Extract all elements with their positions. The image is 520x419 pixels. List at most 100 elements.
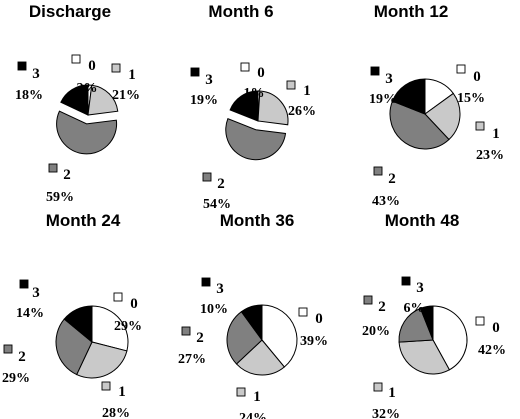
category-label: 1 — [492, 126, 500, 142]
category-label: 2 — [63, 167, 71, 183]
legend-swatch-1 — [101, 381, 111, 391]
data-label: 23% — [476, 148, 504, 163]
chart-title: Month 12 — [374, 2, 449, 21]
pie-slice-0 — [261, 304, 298, 368]
legend-swatch-2 — [181, 326, 191, 336]
category-label: 0 — [315, 311, 323, 327]
category-label: 1 — [303, 83, 311, 99]
legend-swatch-2 — [202, 172, 212, 182]
legend-swatch-3 — [19, 279, 29, 289]
chart-title: Month 24 — [46, 211, 121, 230]
data-label: 6% — [404, 301, 425, 316]
chart-title: Month 6 — [208, 2, 273, 21]
legend-swatch-0 — [298, 307, 308, 317]
legend-swatch-3 — [370, 66, 380, 76]
legend-swatch-0 — [475, 316, 485, 326]
data-label: 54% — [203, 197, 231, 212]
data-label: 15% — [457, 91, 485, 106]
pie-slice-1 — [257, 90, 289, 126]
category-label: 3 — [32, 66, 40, 82]
data-label: 59% — [46, 190, 74, 205]
data-label: 1% — [244, 86, 265, 101]
legend-swatch-0 — [240, 62, 250, 72]
data-label: 2% — [77, 81, 98, 96]
legend-swatch-3 — [17, 61, 27, 71]
legend-swatch-1 — [111, 63, 121, 73]
pie-slice-3 — [63, 305, 93, 344]
category-label: 3 — [205, 72, 213, 88]
data-label: 19% — [190, 93, 218, 108]
pie-slice-3 — [60, 84, 89, 116]
data-label: 28% — [102, 406, 130, 419]
data-label: 42% — [478, 343, 506, 358]
legend-swatch-3 — [401, 276, 411, 286]
legend-swatch-1 — [236, 387, 246, 397]
pie-slice-0 — [432, 305, 468, 371]
category-label: 2 — [378, 299, 386, 315]
category-label: 1 — [388, 385, 396, 401]
pie-slice-1 — [235, 339, 286, 376]
pie-slice-2 — [56, 110, 118, 155]
category-label: 0 — [130, 296, 138, 312]
pie-slice-1 — [424, 92, 461, 141]
legend-swatch-2 — [373, 166, 383, 176]
pie-slice-1 — [398, 339, 451, 375]
legend-swatch-0 — [71, 54, 81, 64]
data-label: 18% — [15, 88, 43, 103]
category-label: 2 — [388, 171, 396, 187]
legend-swatch-0 — [113, 292, 123, 302]
category-label: 1 — [253, 389, 261, 405]
pie-slice-1 — [87, 84, 119, 116]
category-label: 3 — [385, 71, 393, 87]
pie-slice-2 — [55, 318, 93, 376]
category-label: 1 — [128, 67, 136, 83]
data-label: 21% — [112, 88, 140, 103]
pie-slice-3 — [229, 90, 259, 122]
category-label: 0 — [473, 69, 481, 85]
chart-title: Discharge — [29, 2, 111, 21]
pie-chart-0: Discharge 0 2% 1 21% 2 59% 3 18% — [15, 2, 140, 205]
category-label: 3 — [32, 285, 40, 301]
category-label: 0 — [88, 58, 96, 74]
category-label: 3 — [416, 280, 424, 296]
legend-swatch-1 — [475, 121, 485, 131]
category-label: 3 — [216, 281, 224, 297]
legend-swatch-2 — [48, 163, 58, 173]
data-label: 26% — [288, 104, 316, 119]
data-label: 29% — [114, 319, 142, 334]
pie-chart-3: Month 24 0 29% 1 28% 2 29% 3 14% — [2, 211, 142, 419]
pie-slice-2 — [226, 310, 263, 365]
data-label: 14% — [16, 306, 44, 321]
legend-swatch-3 — [201, 277, 211, 287]
data-label: 43% — [372, 194, 400, 209]
pie-slice-2 — [389, 100, 450, 150]
data-label: 19% — [369, 92, 397, 107]
pie-slice-2 — [225, 118, 287, 161]
legend-swatch-1 — [286, 80, 296, 90]
pie-chart-4: Month 36 0 39% 1 24% 2 27% 3 10% — [178, 211, 328, 419]
pie-slice-3 — [240, 304, 263, 342]
category-label: 2 — [217, 176, 225, 192]
data-label: 24% — [239, 411, 267, 419]
legend-swatch-3 — [190, 67, 200, 77]
pie-slice-3 — [419, 305, 434, 341]
category-label: 0 — [257, 65, 265, 81]
legend-swatch-2 — [363, 295, 373, 305]
pie-slice-1 — [76, 341, 128, 379]
legend-swatch-1 — [373, 382, 383, 392]
pie-chart-1: Month 6 0 1% 1 26% 2 54% 3 19% — [190, 2, 316, 212]
data-label: 32% — [372, 407, 400, 419]
legend-swatch-2 — [3, 344, 13, 354]
legend-swatch-0 — [456, 64, 466, 74]
category-label: 1 — [118, 384, 126, 400]
category-label: 0 — [492, 320, 500, 336]
pie-slice-0 — [91, 305, 129, 352]
pie-chart-5: Month 48 0 42% 1 32% 2 20% 3 6% — [362, 211, 506, 419]
data-label: 27% — [178, 352, 206, 367]
pie-slice-2 — [398, 307, 434, 343]
data-label: 20% — [362, 324, 390, 339]
chart-title: Month 36 — [220, 211, 295, 230]
data-label: 10% — [200, 302, 228, 317]
pie-chart-2: Month 12 0 15% 1 23% 2 43% 3 19% — [369, 2, 504, 209]
